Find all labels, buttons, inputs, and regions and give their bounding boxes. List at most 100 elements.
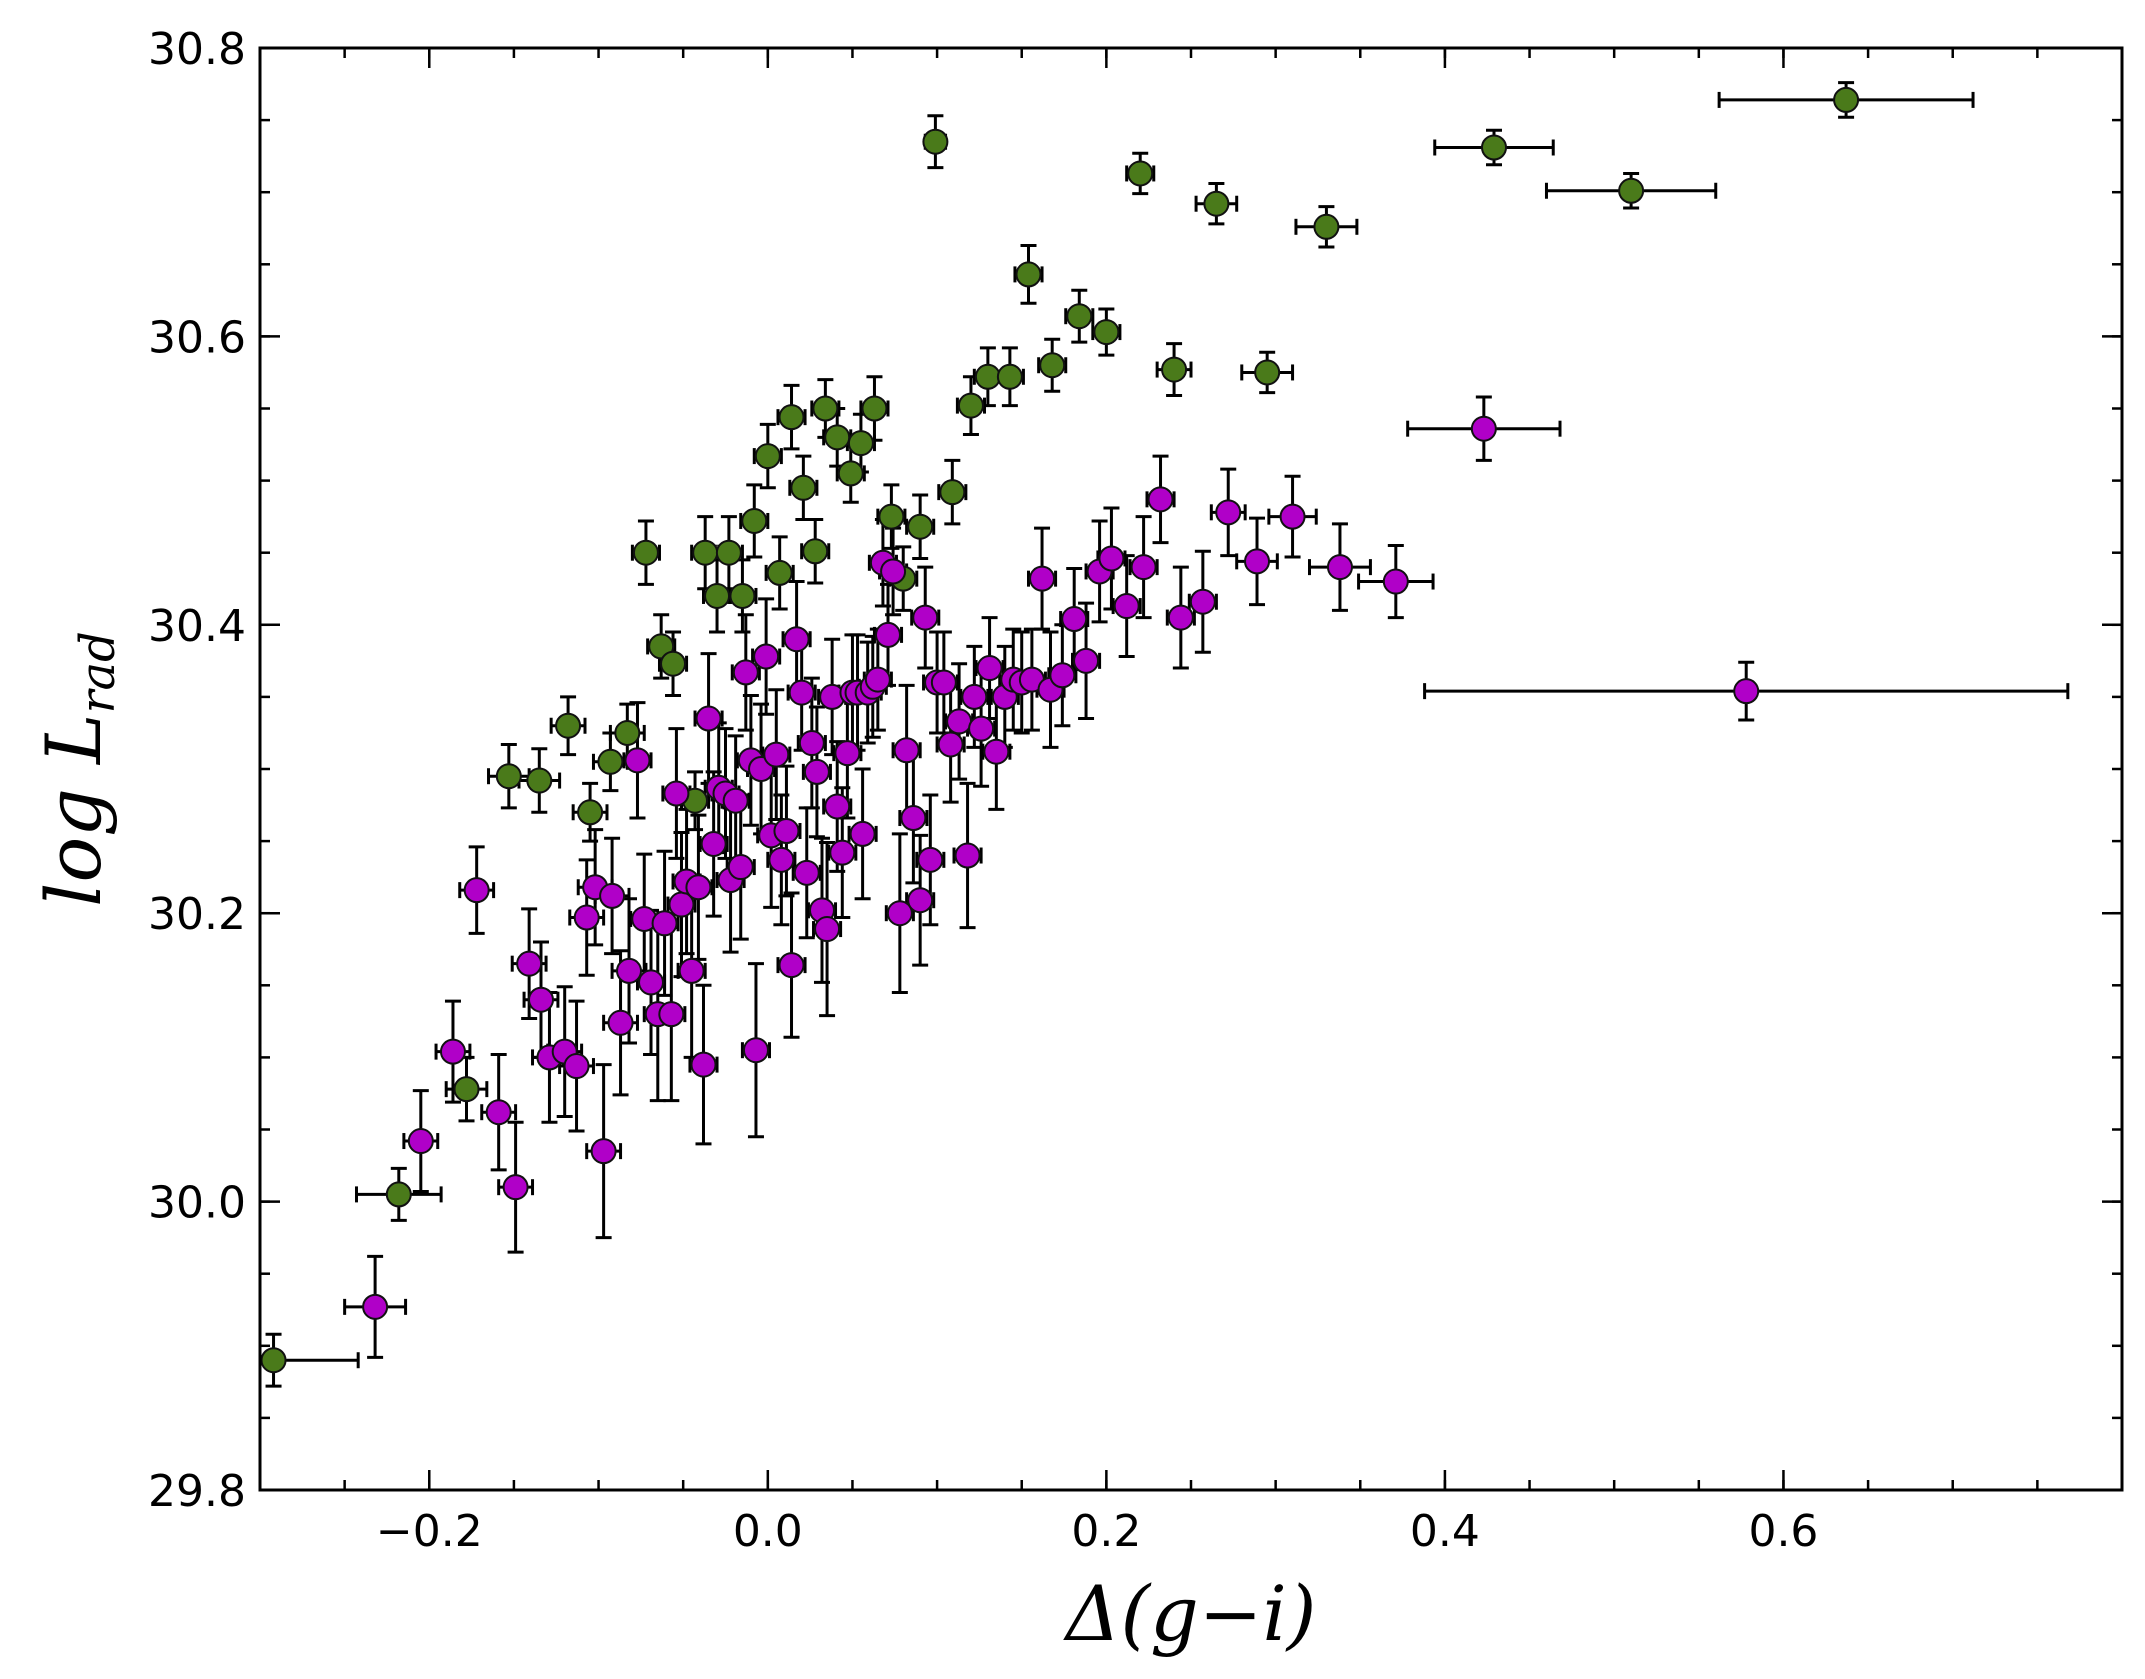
magenta-point	[1073, 647, 1100, 674]
green-point	[1039, 352, 1066, 379]
magenta-point	[834, 740, 861, 767]
green-point	[704, 582, 731, 609]
x-axis-title: Δ(g−i)	[1063, 1569, 1317, 1658]
green-point	[632, 539, 659, 566]
magenta-point	[768, 846, 795, 873]
magenta-point	[658, 1001, 685, 1028]
green-point	[741, 507, 768, 534]
magenta-point	[961, 683, 988, 710]
green-point	[766, 559, 793, 586]
magenta-point	[527, 986, 554, 1013]
magenta-point	[485, 1099, 512, 1126]
magenta-point	[968, 715, 995, 742]
magenta-point	[722, 787, 749, 814]
plot-frame	[258, 46, 2124, 1492]
magenta-point	[983, 738, 1010, 765]
magenta-point	[638, 969, 665, 996]
y-tick-label: 30.4	[148, 601, 246, 652]
green-point	[878, 503, 905, 530]
green-point	[802, 538, 829, 565]
magenta-point	[773, 818, 800, 845]
magenta-point	[599, 882, 626, 909]
magenta-point	[563, 1053, 590, 1080]
magenta-point	[624, 747, 651, 774]
green-point	[754, 443, 781, 470]
magenta-point	[685, 874, 712, 901]
green-point	[660, 650, 687, 677]
magenta-point	[912, 604, 939, 631]
green-point	[778, 404, 805, 431]
magenta-point	[1130, 554, 1157, 581]
green-point	[614, 719, 641, 746]
magenta-point	[788, 679, 815, 706]
magenta-point	[616, 957, 643, 984]
magenta-point	[976, 655, 1003, 682]
magenta-point	[1326, 554, 1353, 581]
magenta-point	[1098, 545, 1125, 572]
green-point	[1127, 160, 1154, 187]
magenta-point	[700, 830, 727, 857]
green-point	[861, 395, 888, 422]
magenta-point	[930, 669, 957, 696]
green-point	[922, 128, 949, 155]
green-point	[1093, 319, 1120, 346]
magenta-point	[814, 916, 841, 943]
y-tick-label: 30.2	[148, 889, 246, 940]
y-tick-label: 30.8	[148, 24, 246, 75]
magenta-point	[516, 950, 543, 977]
magenta-point	[573, 904, 600, 931]
green-point	[907, 513, 934, 540]
x-tick-label: −0.2	[376, 1506, 483, 1557]
magenta-point	[439, 1038, 466, 1065]
green-point	[453, 1076, 480, 1103]
green-point	[260, 1347, 287, 1374]
magenta-point	[763, 741, 790, 768]
magenta-point	[798, 730, 825, 757]
green-point	[555, 712, 582, 739]
error-bars	[260, 81, 2070, 1388]
magenta-point	[907, 887, 934, 914]
magenta-point	[793, 859, 820, 886]
magenta-point	[1029, 565, 1056, 592]
magenta-point	[1244, 548, 1271, 575]
y-axis-title: log Lrad	[29, 631, 126, 907]
magenta-point	[946, 708, 973, 735]
magenta-point	[829, 839, 856, 866]
magenta-point	[362, 1293, 389, 1320]
green-point	[1254, 359, 1281, 386]
green-point	[1618, 177, 1645, 204]
magenta-point	[753, 643, 780, 670]
magenta-point	[690, 1051, 717, 1078]
magenta-point	[778, 952, 805, 979]
magenta-point	[803, 758, 830, 785]
magenta-point	[607, 1009, 634, 1036]
green-point	[1015, 261, 1042, 288]
magenta-point	[954, 842, 981, 869]
y-tick-label: 29.8	[148, 1466, 246, 1517]
magenta-point	[1215, 499, 1242, 526]
magenta-point	[590, 1138, 617, 1165]
magenta-point	[678, 957, 705, 984]
y-axis-title-subscript: rad	[70, 631, 126, 713]
magenta-point	[663, 780, 690, 807]
green-point	[790, 474, 817, 501]
data-points	[260, 86, 1860, 1374]
green-point	[1161, 356, 1188, 383]
magenta-point	[1049, 662, 1076, 689]
green-point	[1833, 86, 1860, 113]
magenta-point	[937, 731, 964, 758]
green-point	[1313, 213, 1340, 240]
green-point	[597, 748, 624, 775]
magenta-point	[463, 877, 490, 904]
magenta-point	[824, 793, 851, 820]
y-tick-label: 30.6	[148, 312, 246, 363]
green-point	[495, 763, 522, 790]
y-tick-label: 30.0	[148, 1178, 246, 1229]
magenta-point	[1470, 415, 1497, 442]
x-tick-label: 0.2	[1071, 1506, 1141, 1557]
magenta-point	[732, 659, 759, 686]
tick-labels: −0.2 0.0 0.2 0.4 0.6 29.8 30.0 30.2 30.4 30.6 30.8	[148, 24, 1818, 1557]
x-tick-label: 0.6	[1748, 1506, 1818, 1557]
green-point	[385, 1181, 412, 1208]
magenta-point	[783, 626, 810, 653]
